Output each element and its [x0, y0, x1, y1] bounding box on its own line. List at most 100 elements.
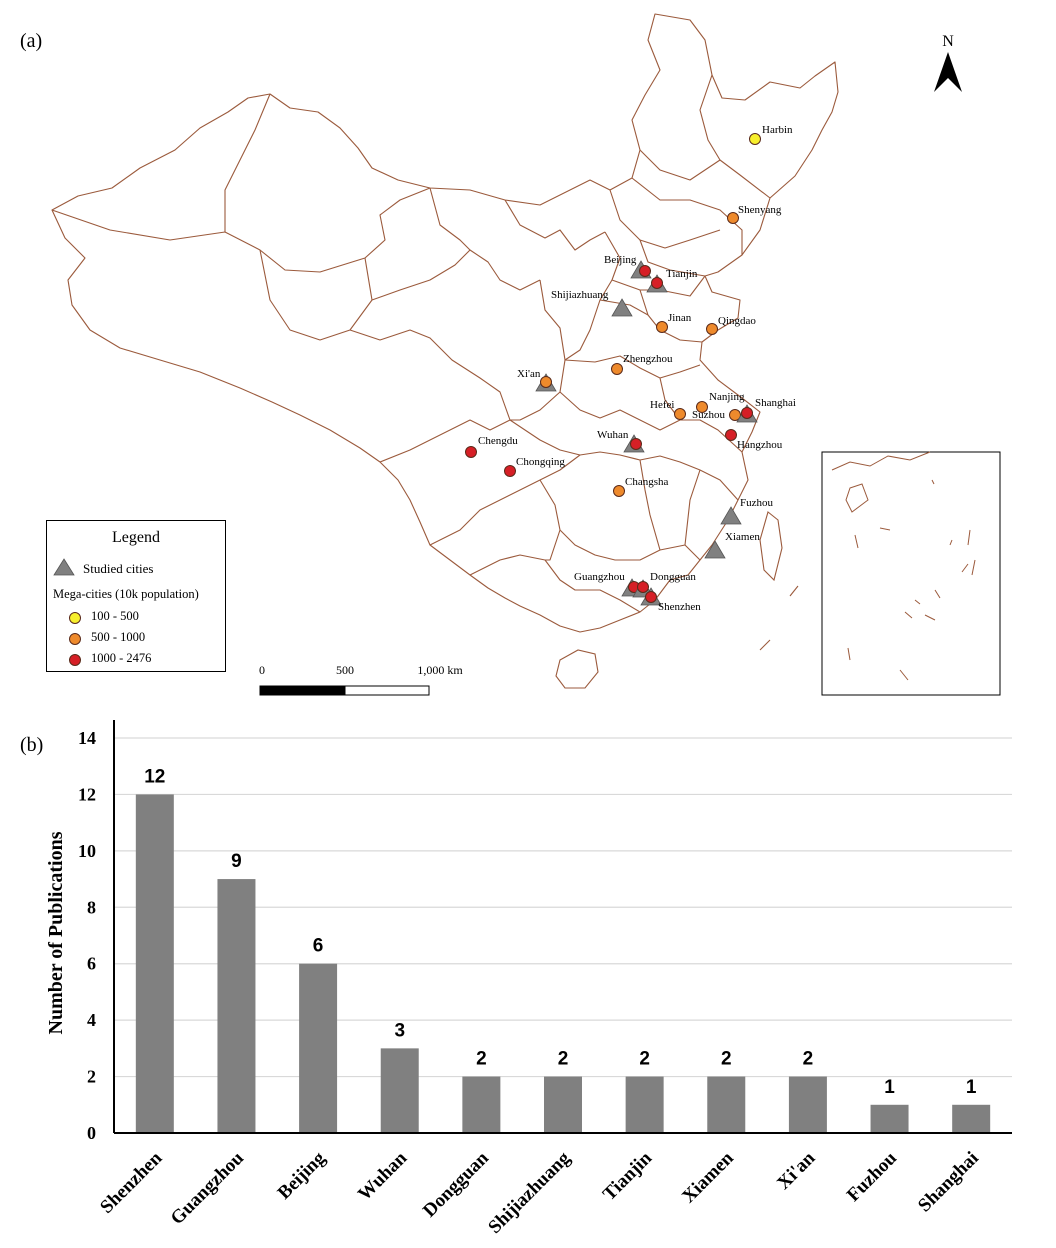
- legend-title: Legend: [112, 529, 160, 546]
- city-label-beijing: Beijing: [604, 254, 637, 266]
- publications-bar-chart: 0 2 4 6 8 10 12 14 12 9 6 3 2 2 2 2 2 1 1 Shenzhen Guangzh…: [45, 720, 1012, 1238]
- bar-tianjin: [625, 1076, 664, 1133]
- data-label-fuzhou: 1: [884, 1077, 895, 1098]
- x-tick-label-dongguan: Dongguan: [419, 1147, 493, 1221]
- city-label-xi-an: Xi'an: [517, 368, 541, 380]
- data-label-beijing: 6: [313, 936, 324, 957]
- y-tick-label: 2: [87, 1067, 96, 1087]
- studied-triangle-icon: [53, 558, 75, 576]
- x-tick-label-beijing: Beijing: [274, 1147, 330, 1203]
- legend-class-label-3: 1000 - 2476: [91, 651, 152, 665]
- city-dot-zhengzhou: [611, 363, 623, 375]
- city-dot-harbin: [749, 133, 761, 145]
- legend-dot-2: [69, 633, 81, 645]
- city-dot-chengdu: [465, 446, 477, 458]
- panel-a-label: (a): [20, 30, 43, 52]
- legend-mega-title: Mega-cities (10k population): [53, 587, 199, 601]
- city-dot-hangzhou: [725, 429, 737, 441]
- bar-shijiazhuang: [544, 1076, 582, 1133]
- chart-gridlines: [114, 737, 1012, 1078]
- city-dot-jinan: [656, 321, 668, 333]
- studied-triangle-shijiazhuang: [611, 298, 633, 317]
- bar-beijing: [299, 963, 338, 1133]
- city-dot-shenzhen: [645, 591, 657, 603]
- city-label-fuzhou: Fuzhou: [740, 497, 774, 509]
- data-label-tianjin: 2: [639, 1049, 650, 1070]
- x-tick-label-shijiazhuang: Shijiazhuang: [484, 1147, 575, 1238]
- legend-dot-1: [69, 612, 81, 624]
- city-label-chongqing: Chongqing: [516, 456, 565, 468]
- data-label-shijiazhuang: 2: [558, 1049, 569, 1070]
- city-label-jinan: Jinan: [668, 312, 692, 324]
- city-dot-beijing: [639, 265, 651, 277]
- bar-fuzhou: [870, 1104, 909, 1133]
- data-label-dongguan: 2: [476, 1049, 487, 1070]
- data-label-guangzhou: 9: [231, 851, 242, 872]
- city-dot-qingdao: [706, 323, 718, 335]
- svg-text:N: N: [942, 33, 954, 50]
- y-tick-label: 8: [87, 897, 96, 917]
- city-markers: Harbin Shenyang Beijing Tianjin Shijiazhuang…: [465, 124, 796, 613]
- city-label-chengdu: Chengdu: [478, 435, 518, 447]
- bar-shenzhen: [135, 794, 174, 1133]
- city-label-hefei: Hefei: [650, 399, 674, 411]
- x-tick-label-wuhan: Wuhan: [354, 1147, 411, 1204]
- city-dot-nanjing: [696, 401, 708, 413]
- city-label-shenyang: Shenyang: [738, 204, 782, 216]
- y-tick-label: 12: [78, 784, 96, 804]
- province-boundaries: [51, 13, 839, 633]
- data-label-shanghai: 1: [966, 1077, 977, 1098]
- svg-text:0: 0: [259, 663, 265, 677]
- x-tick-label-shanghai: Shanghai: [914, 1148, 983, 1217]
- china-map: N 0 500 1,000 km Harbin Shenyang Beijing Ti…: [51, 13, 1001, 696]
- x-tick-label-guangzhou: Guangzhou: [167, 1147, 249, 1229]
- svg-text:1,000 km: 1,000 km: [417, 663, 463, 677]
- y-tick-label: 10: [78, 841, 96, 861]
- city-dot-tianjin: [651, 277, 663, 289]
- y-axis-label: Number of Publications: [45, 831, 67, 1034]
- bar-xiamen: [707, 1076, 746, 1133]
- city-label-hangzhou: Hangzhou: [737, 439, 783, 451]
- legend-studied: Studied cities: [83, 561, 154, 576]
- y-tick-label: 6: [87, 954, 96, 974]
- y-tick-label: 4: [87, 1010, 96, 1030]
- x-tick-label-xiamen: Xiamen: [678, 1147, 738, 1207]
- studied-triangle-xiamen: [704, 540, 726, 559]
- hainan-island: [555, 649, 599, 689]
- x-tick-label-fuzhou: Fuzhou: [843, 1147, 901, 1205]
- data-label-wuhan: 3: [394, 1020, 405, 1041]
- bar-dongguan: [462, 1076, 501, 1133]
- city-label-guangzhou: Guangzhou: [574, 571, 625, 583]
- city-dot-shanghai: [741, 407, 753, 419]
- y-tick-label: 0: [87, 1123, 96, 1143]
- data-label-xiamen: 2: [721, 1049, 732, 1070]
- city-label-wuhan: Wuhan: [597, 429, 629, 441]
- x-tick-label-xi-an: Xi'an: [773, 1147, 820, 1194]
- north-arrow-icon: N: [934, 33, 962, 92]
- bar-guangzhou: [217, 879, 256, 1133]
- city-dot-dongguan: [637, 581, 649, 593]
- city-label-shanghai: Shanghai: [755, 397, 796, 409]
- city-dot-suzhou: [729, 409, 741, 421]
- bar-shanghai: [952, 1104, 991, 1133]
- city-label-suzhou: Suzhou: [692, 409, 726, 421]
- city-dot-chongqing: [504, 465, 516, 477]
- city-label-dongguan: Dongguan: [650, 571, 696, 583]
- city-label-harbin: Harbin: [762, 124, 793, 136]
- south-china-sea-inset: [821, 451, 1001, 696]
- city-label-tianjin: Tianjin: [666, 268, 698, 280]
- city-dot-changsha: [613, 485, 625, 497]
- data-label-xi-an: 2: [803, 1049, 814, 1070]
- panel-b-label: (b): [20, 734, 44, 756]
- x-tick-label-shenzhen: Shenzhen: [96, 1147, 166, 1217]
- legend-class-label-2: 500 - 1000: [91, 630, 146, 644]
- city-label-zhengzhou: Zhengzhou: [623, 353, 673, 365]
- x-tick-label-tianjin: Tianjin: [599, 1147, 656, 1204]
- map-legend: Legend Studied cities Mega-cities (10k p…: [46, 520, 226, 672]
- data-label-shenzhen: 12: [144, 766, 165, 787]
- taiwan-island: [759, 511, 783, 582]
- city-dot-hefei: [674, 408, 686, 420]
- city-label-shijiazhuang: Shijiazhuang: [551, 289, 609, 301]
- legend-dot-3: [69, 654, 81, 666]
- city-label-qingdao: Qingdao: [718, 315, 756, 327]
